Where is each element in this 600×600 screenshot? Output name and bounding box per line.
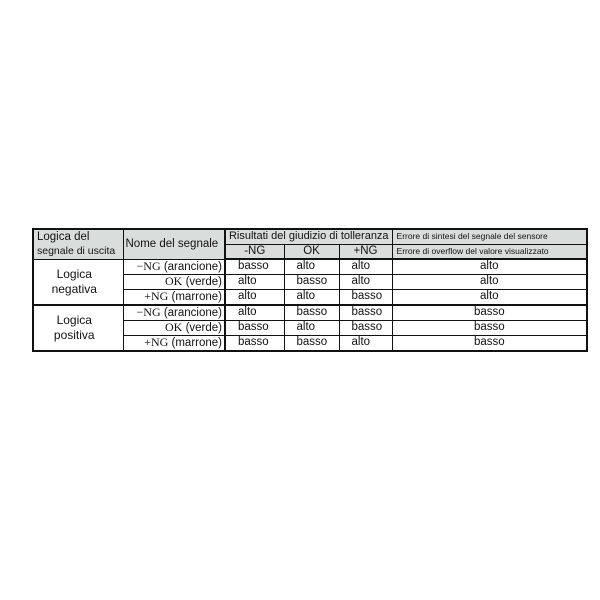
cell-ok: alto [283,319,340,336]
header-logic: Logica del segnale di uscita [32,228,124,260]
logic-group-label: Logica positiva [32,303,124,351]
cell-error: basso [391,303,588,321]
cell-error: alto [391,258,588,275]
cell-ng-minus: alto [224,288,285,305]
cell-ok: alto [283,288,340,305]
table-row: Logica negativa −NG (arancione) basso alto al… [32,258,588,305]
cell-ng-minus: basso [224,334,285,351]
cell-ng-plus: alto [338,273,393,290]
header-results: Risultati del giudizio di tolleranza [224,228,393,245]
signal-name: OK (verde) [122,319,226,336]
signal-name: OK (verde) [122,273,226,290]
header-error-1: Errore di sintesi del segnale del sensor… [391,228,588,245]
cell-ok: alto [283,258,340,275]
cell-ng-plus: basso [338,319,393,336]
table-row: +NG (marrone) basso basso alto basso [33,334,588,351]
cell-ok: basso [283,334,340,351]
table-row: +NG (marrone) alto alto basso alto [33,288,588,305]
cell-error: basso [391,319,588,336]
cell-ng-minus: alto [224,303,285,321]
cell-error: alto [391,288,588,305]
cell-ng-plus: basso [338,303,393,321]
header-ok: OK [283,243,340,260]
signal-name: −NG (arancione) [122,303,226,321]
signal-name: +NG (marrone) [122,288,226,305]
signal-name: −NG (arancione) [122,258,226,275]
header-ng-plus: +NG [338,243,393,260]
cell-ng-minus: basso [224,258,285,275]
logic-group-label: Logica negativa [32,258,124,305]
cell-ok: basso [283,273,340,290]
table-row: OK (verde) alto basso alto alto [33,273,588,290]
table-row: OK (verde) basso alto basso basso [33,319,588,336]
cell-ng-plus: alto [338,258,393,275]
header-signal-name: Nome del segnale [122,228,226,260]
cell-ng-minus: alto [224,273,285,290]
signal-name: +NG (marrone) [122,334,226,351]
cell-error: alto [391,273,588,290]
cell-ng-plus: alto [338,334,393,351]
table-row: Logica positiva −NG (arancione) alto basso ba… [32,303,588,351]
header-error-2: Errore di overflow del valore visualizza… [391,243,588,260]
cell-ok: basso [283,303,340,321]
signal-logic-table: Logica del segnale di uscita Nome del seg… [32,228,589,352]
cell-error: basso [391,334,588,351]
cell-ng-minus: basso [224,319,285,336]
cell-ng-plus: basso [338,288,393,305]
header-ng-minus: -NG [224,243,285,260]
